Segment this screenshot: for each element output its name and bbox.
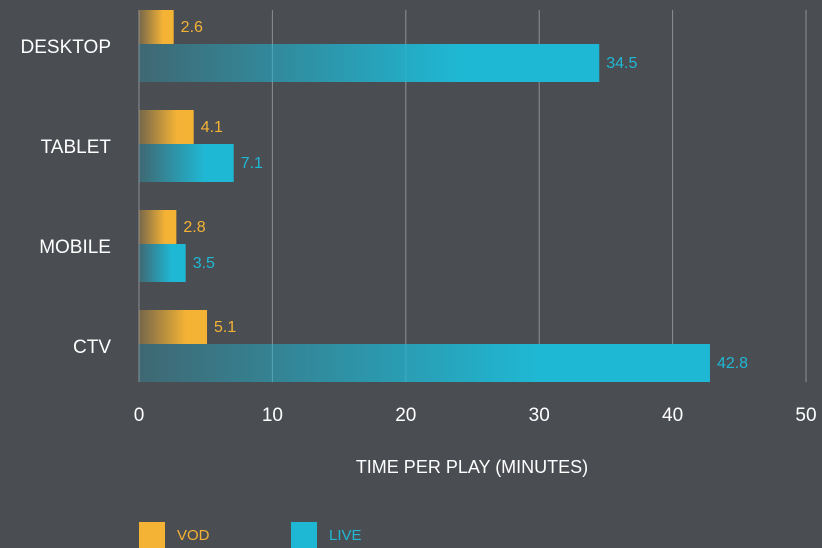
x-tick-label: 10 — [262, 405, 283, 426]
bar — [139, 144, 234, 182]
y-tick-label: MOBILE — [39, 237, 111, 258]
data-label: 2.8 — [183, 219, 205, 236]
data-label: 7.1 — [241, 155, 263, 172]
bar — [139, 44, 600, 82]
data-label: 2.6 — [181, 19, 203, 36]
data-label: 34.5 — [606, 55, 637, 72]
data-label: 42.8 — [717, 355, 748, 372]
legend-label: VOD — [177, 527, 210, 544]
y-tick-label: DESKTOP — [21, 37, 111, 58]
x-tick-label: 50 — [795, 405, 816, 426]
bar — [139, 244, 186, 282]
bar — [139, 210, 177, 244]
legend-label: LIVE — [329, 527, 362, 544]
data-label: 4.1 — [201, 119, 223, 136]
x-tick-label: 40 — [662, 405, 683, 426]
y-tick-label: CTV — [73, 337, 111, 358]
y-tick-label: TABLET — [41, 137, 112, 158]
bar — [139, 310, 208, 344]
data-label: 5.1 — [214, 319, 236, 336]
x-tick-label: 30 — [529, 405, 550, 426]
x-tick-label: 20 — [395, 405, 416, 426]
bar — [139, 344, 710, 382]
x-axis-title: TIME PER PLAY (MINUTES) — [356, 457, 588, 477]
bar — [139, 110, 194, 144]
x-tick-label: 0 — [134, 405, 145, 426]
legend-swatch — [291, 522, 317, 548]
data-label: 3.5 — [193, 255, 215, 272]
legend-swatch — [139, 522, 165, 548]
bar — [139, 10, 174, 44]
